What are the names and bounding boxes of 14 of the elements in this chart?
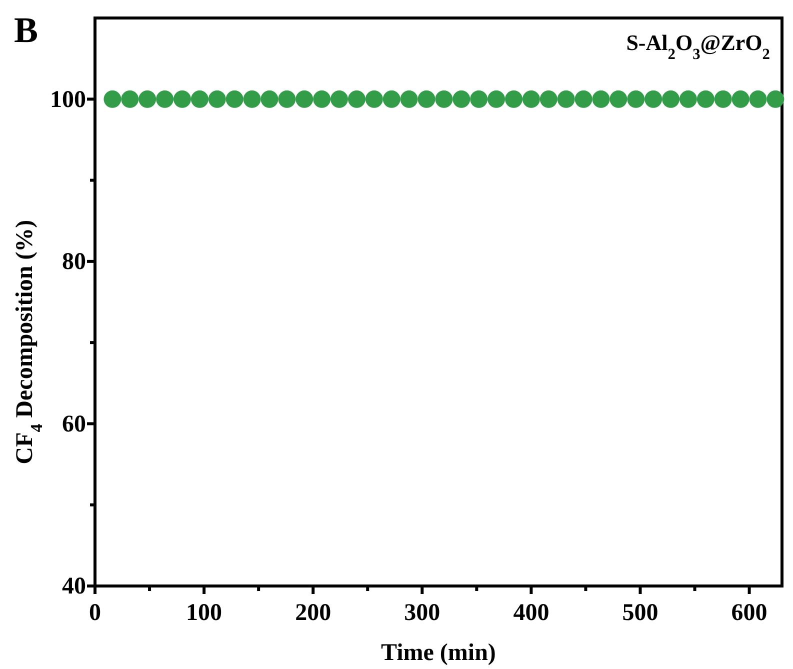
x-tick-label: 400	[513, 600, 550, 626]
x-axis-title: Time (min)	[381, 640, 496, 666]
y-tick-label: 80	[62, 249, 86, 276]
y-tick-label: 40	[62, 574, 86, 600]
y-tick-label: 100	[50, 86, 86, 113]
chart-title: B	[14, 10, 38, 50]
x-tick-label: 600	[731, 600, 768, 626]
x-tick-label: 300	[404, 600, 440, 626]
series-label: S-Al$_{2}$O$_{3}$@ZrO$_{2}$	[626, 30, 770, 62]
x-tick-label: 0	[89, 600, 101, 626]
x-tick-label: 200	[295, 600, 332, 626]
y-tick-label: 60	[62, 411, 86, 438]
x-tick-label: 500	[622, 600, 658, 626]
x-tick-label: 100	[186, 600, 222, 626]
